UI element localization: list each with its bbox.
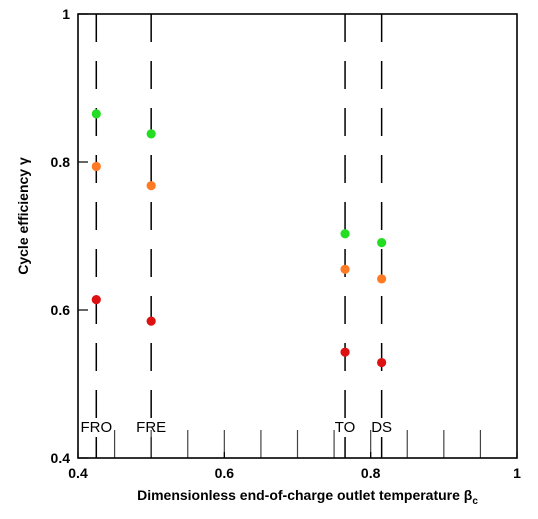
x-tick-label: 1 [513,465,521,481]
x-tick-label: 0.6 [215,465,235,481]
data-point [377,357,387,368]
x-tick-label: 0.8 [361,465,381,481]
data-point [377,238,387,248]
data-point [340,229,350,239]
x-axis-label: Dimensionless end-of-charge outlet tempe… [137,487,478,507]
data-point [146,181,156,191]
data-point [91,109,101,119]
plot-frame [77,13,518,459]
axis-ticks [77,13,518,459]
y-axis-label: Cycle efficiency γ [15,157,31,275]
y-tick-label: 0.4 [51,450,71,466]
data-point [340,347,350,357]
reference-lines [95,14,383,458]
label-ds: DS [371,419,392,436]
data-point [146,129,156,139]
label-fro: FRO [80,419,112,436]
data-points [91,109,387,368]
y-tick-label: 1 [62,6,70,22]
data-point [377,274,387,284]
axis-minor-ticks [113,430,482,458]
label-to: TO [335,419,356,436]
label-fre: FRE [136,419,166,436]
data-point [91,295,101,305]
y-tick-label: 0.8 [51,154,71,170]
x-axis-label-subscript: c [472,496,478,507]
data-point [146,316,156,326]
axis-labels: FRO FRE TO DS 0.4 0.6 0.8 1 0.4 0.6 0.8 1 Dimensionl… [15,6,521,507]
data-point [91,161,101,172]
y-tick-label: 0.6 [51,302,71,318]
data-point [340,264,350,274]
x-tick-label: 0.4 [68,465,88,481]
